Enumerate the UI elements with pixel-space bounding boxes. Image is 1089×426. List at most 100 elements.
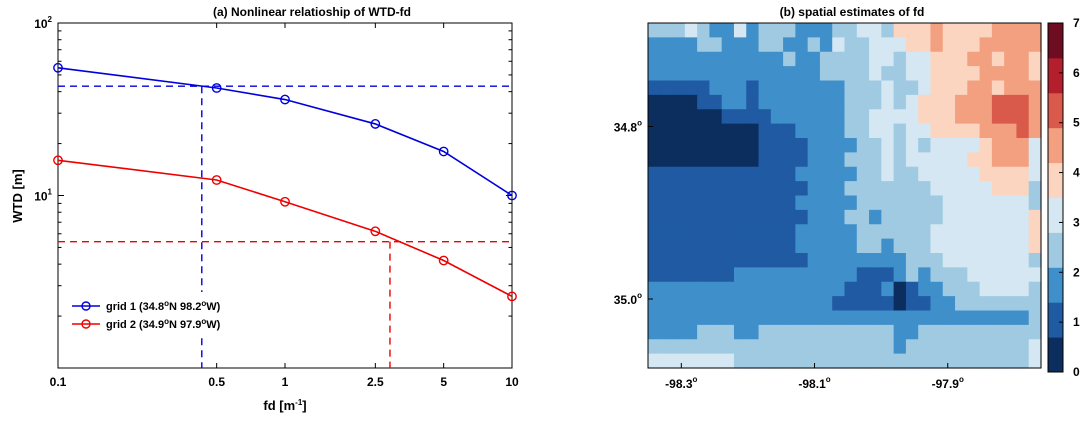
- heatmap-cell: [795, 166, 809, 182]
- heatmap-cell: [721, 23, 735, 38]
- heatmap-cell: [856, 66, 870, 82]
- heatmap-cell: [1004, 296, 1018, 312]
- heatmap-cell: [746, 209, 760, 225]
- heatmap-cell: [869, 209, 882, 225]
- y-axis-label: WTD [m]: [10, 169, 25, 222]
- heatmap-cell: [979, 94, 993, 110]
- heatmap-cell: [869, 238, 882, 254]
- heatmap-cell: [672, 138, 686, 153]
- heatmap-cell: [795, 138, 809, 153]
- heatmap-cell: [856, 267, 870, 283]
- colorbar: 0 1 2 3 4 5 6 7: [1047, 16, 1080, 379]
- heatmap-cell: [697, 152, 711, 168]
- heatmap-cell: [1028, 281, 1042, 297]
- heatmap-cell: [770, 224, 784, 240]
- heatmap-cell: [967, 109, 981, 125]
- heatmap-cell: [967, 339, 981, 355]
- heatmap-cell: [795, 80, 809, 96]
- heatmap-cell: [746, 224, 760, 240]
- data-point: [53, 155, 63, 166]
- heatmap-cell: [832, 253, 846, 268]
- heatmap-cell: [684, 238, 698, 254]
- heatmap-cell: [795, 66, 809, 82]
- heatmap-cell: [758, 123, 772, 139]
- heatmap-cell: [856, 209, 870, 225]
- heatmap-cell: [648, 109, 661, 125]
- heatmap-cell: [795, 109, 809, 125]
- heatmap-cell: [770, 181, 784, 197]
- heatmap-cell: [660, 238, 674, 254]
- heatmap-cell: [869, 152, 882, 168]
- heatmap-cell: [967, 23, 981, 38]
- heatmap-cell: [930, 310, 944, 326]
- heatmap-cell: [869, 37, 882, 53]
- heatmap-cell: [1004, 253, 1018, 268]
- heatmap-cell: [819, 310, 833, 326]
- heatmap-cell: [648, 23, 661, 38]
- heatmap-cell: [856, 310, 870, 326]
- heatmap-cell: [758, 324, 772, 340]
- heatmap-cell: [795, 238, 809, 254]
- heatmap-cell: [844, 23, 858, 38]
- heatmap-cell: [697, 51, 711, 67]
- heatmap-cell: [819, 181, 833, 197]
- heatmap-cell: [967, 253, 981, 268]
- heatmap-cell: [795, 267, 809, 283]
- heatmap-cell: [672, 152, 686, 168]
- heatmap-cell: [709, 209, 723, 225]
- heatmap-cell: [991, 94, 1005, 110]
- heatmap-cell: [881, 23, 895, 38]
- y-tick-labels: 101 102: [34, 15, 52, 204]
- x-tick-label: 5: [440, 375, 447, 389]
- heatmap-cell: [807, 238, 821, 254]
- heatmap-cell: [733, 310, 747, 326]
- heatmap-cell: [832, 94, 846, 110]
- heatmap-cell: [832, 209, 846, 225]
- heatmap-cell: [746, 166, 760, 182]
- heatmap-cell: [660, 152, 674, 168]
- heatmap-cell: [783, 51, 796, 67]
- heatmap-cell: [979, 267, 993, 283]
- heatmap-cell: [721, 339, 735, 355]
- heatmap-cell: [770, 324, 784, 340]
- heatmap-cell: [721, 267, 735, 283]
- heatmap-cell: [783, 66, 796, 82]
- heatmap-cell: [967, 51, 981, 67]
- heatmap-cell: [709, 238, 723, 254]
- heatmap-cell: [942, 195, 956, 211]
- heatmap-cell: [697, 80, 711, 96]
- heatmap-cell: [991, 224, 1005, 240]
- heatmap-cell: [856, 123, 870, 139]
- colorbar-segment: [1048, 302, 1063, 338]
- heatmap-cell: [991, 296, 1005, 312]
- heatmap-cell: [893, 209, 907, 225]
- heatmap-cell: [1028, 123, 1042, 139]
- heatmap-cell: [979, 296, 993, 312]
- heatmap-cell: [721, 253, 735, 268]
- heatmap-cell: [869, 138, 882, 153]
- heatmap-cell: [819, 339, 833, 355]
- heatmap-cell: [746, 353, 760, 369]
- heatmap-cell: [1016, 209, 1030, 225]
- heatmap-cell: [1004, 353, 1018, 369]
- heatmap-cell: [733, 267, 747, 283]
- heatmap-cell: [930, 181, 944, 197]
- heatmap-cell: [905, 324, 919, 340]
- heatmap-cell: [967, 181, 981, 197]
- heatmap-cell: [1028, 253, 1042, 268]
- heatmap-cell: [881, 353, 895, 369]
- heatmap-cell: [905, 94, 919, 110]
- heatmap-cell: [795, 181, 809, 197]
- heatmap-cell: [979, 181, 993, 197]
- heatmap-cell: [783, 238, 796, 254]
- heatmap-cell: [697, 253, 711, 268]
- heatmap-cell: [991, 339, 1005, 355]
- heatmap-cell: [930, 138, 944, 153]
- heatmap-cell: [672, 23, 686, 38]
- heatmap-cell: [709, 324, 723, 340]
- heatmap-cell: [856, 51, 870, 67]
- heatmap-cell: [844, 109, 858, 125]
- heatmap-cell: [660, 94, 674, 110]
- heatmap-cell: [697, 339, 711, 355]
- heatmap-cell: [684, 296, 698, 312]
